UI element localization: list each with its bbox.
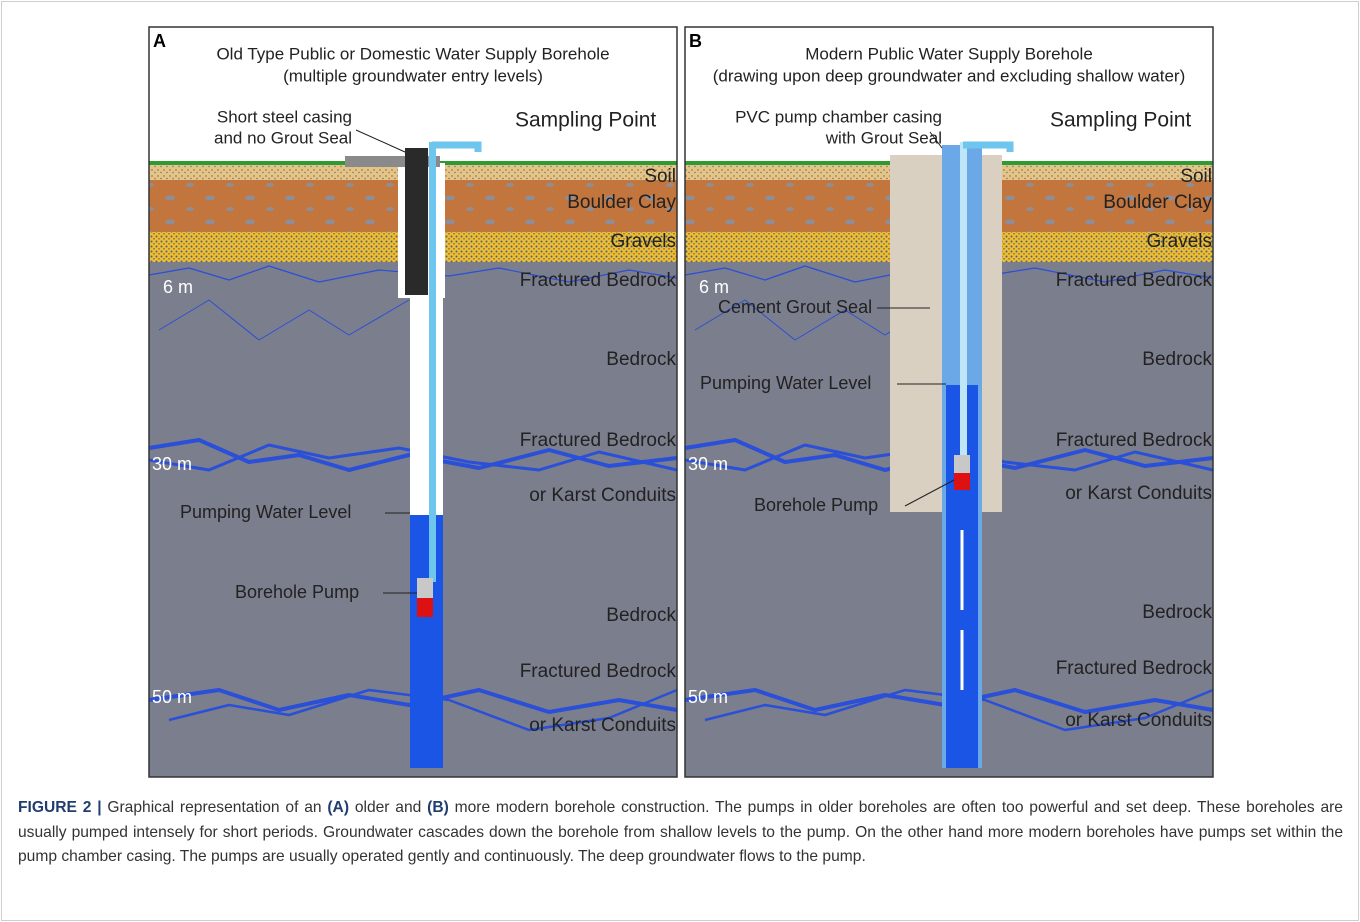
- stratum-label: Bedrock: [1142, 602, 1212, 623]
- casing-label: and no Grout Seal: [214, 128, 352, 147]
- stratum-label: Boulder Clay: [1103, 192, 1212, 213]
- leader: [904, 479, 955, 507]
- stratum-label: Bedrock: [606, 605, 676, 626]
- stratum-label: Fractured Bedrock: [1056, 658, 1213, 679]
- panel-letter: A: [153, 31, 166, 51]
- leader: [929, 131, 943, 149]
- fracture: [148, 265, 678, 283]
- stratum-label: Fractured Bedrock: [1056, 430, 1213, 451]
- stratum-label: or Karst Conduits: [1065, 483, 1212, 504]
- steel-casing: [405, 148, 428, 295]
- stratum-label: Boulder Clay: [567, 192, 676, 213]
- stratum-label: Fractured Bedrock: [1056, 270, 1213, 291]
- fracture: [148, 688, 678, 714]
- leader: [355, 129, 406, 153]
- caption-text: more modern borehole construction. The p…: [18, 799, 1343, 865]
- stratum-label: or Karst Conduits: [529, 485, 676, 506]
- sky: [685, 27, 1213, 163]
- fracture: [168, 688, 678, 732]
- panel-title: Modern Public Water Supply Borehole: [805, 44, 1093, 63]
- stratum-label: Fractured Bedrock: [520, 661, 677, 682]
- stratum-label: Gravels: [1147, 231, 1212, 252]
- caption-text: (B): [427, 799, 449, 816]
- fracture: [158, 299, 410, 341]
- stratum-label: Bedrock: [1142, 349, 1212, 370]
- casing-label: with Grout Seal: [825, 128, 942, 147]
- panel-title: (drawing upon deep groundwater and exclu…: [713, 66, 1186, 85]
- stratum-label: Soil: [1180, 166, 1212, 187]
- stratum-label: or Karst Conduits: [529, 715, 676, 736]
- pipe-top: [963, 141, 1014, 152]
- panel-border: [684, 26, 1214, 778]
- pump-bottom: [417, 598, 433, 617]
- panel-title: (multiple groundwater entry levels): [283, 66, 543, 85]
- stratum-label: Fractured Bedrock: [520, 430, 677, 451]
- stratum-label: or Karst Conduits: [1065, 710, 1212, 731]
- callout-label: Borehole Pump: [235, 582, 359, 602]
- borehole: [410, 298, 443, 515]
- sampling-label: Sampling Point: [515, 109, 656, 132]
- sky: [149, 27, 677, 163]
- depth-label: 6 m: [163, 277, 193, 297]
- depth-label: 50 m: [152, 687, 192, 707]
- caption-text: (A): [327, 799, 350, 816]
- depth-label: 30 m: [688, 454, 728, 474]
- caption-text: FIGURE 2 |: [18, 799, 102, 816]
- panel-title: Old Type Public or Domestic Water Supply…: [216, 44, 609, 63]
- plate: [345, 156, 440, 167]
- panel-letter: B: [689, 31, 702, 51]
- stratum-label: Fractured Bedrock: [520, 270, 677, 291]
- callout-label: Pumping Water Level: [700, 373, 871, 393]
- pipe: [429, 142, 436, 582]
- stratum-label: Gravels: [611, 231, 676, 252]
- pump-top: [417, 578, 433, 598]
- depth-label: 30 m: [152, 454, 192, 474]
- callout-label: Pumping Water Level: [180, 502, 351, 522]
- callout-label: Cement Grout Seal: [718, 297, 872, 317]
- stratum-label: Soil: [644, 166, 676, 187]
- caption-text: older and: [349, 799, 428, 816]
- sampling-label: Sampling Point: [1050, 109, 1191, 132]
- figure: A Old Type Public or Domestic Water Suppl…: [148, 26, 1214, 778]
- pump-top: [954, 455, 970, 473]
- panel-border: [148, 26, 678, 778]
- pump-bottom: [954, 473, 970, 490]
- pipe: [960, 142, 967, 460]
- caption-text: Graphical representation of an: [101, 799, 328, 816]
- pipe-top: [432, 141, 482, 152]
- stratum-label: Bedrock: [606, 349, 676, 370]
- caption: FIGURE 2 | Graphical representation of a…: [18, 796, 1343, 870]
- depth-label: 6 m: [699, 277, 729, 297]
- water: [410, 515, 443, 768]
- fracture: [148, 443, 678, 472]
- casing-label: PVC pump chamber casing: [735, 107, 942, 126]
- casing-label: Short steel casing: [217, 107, 352, 126]
- callout-label: Borehole Pump: [754, 495, 878, 515]
- depth-label: 50 m: [688, 687, 728, 707]
